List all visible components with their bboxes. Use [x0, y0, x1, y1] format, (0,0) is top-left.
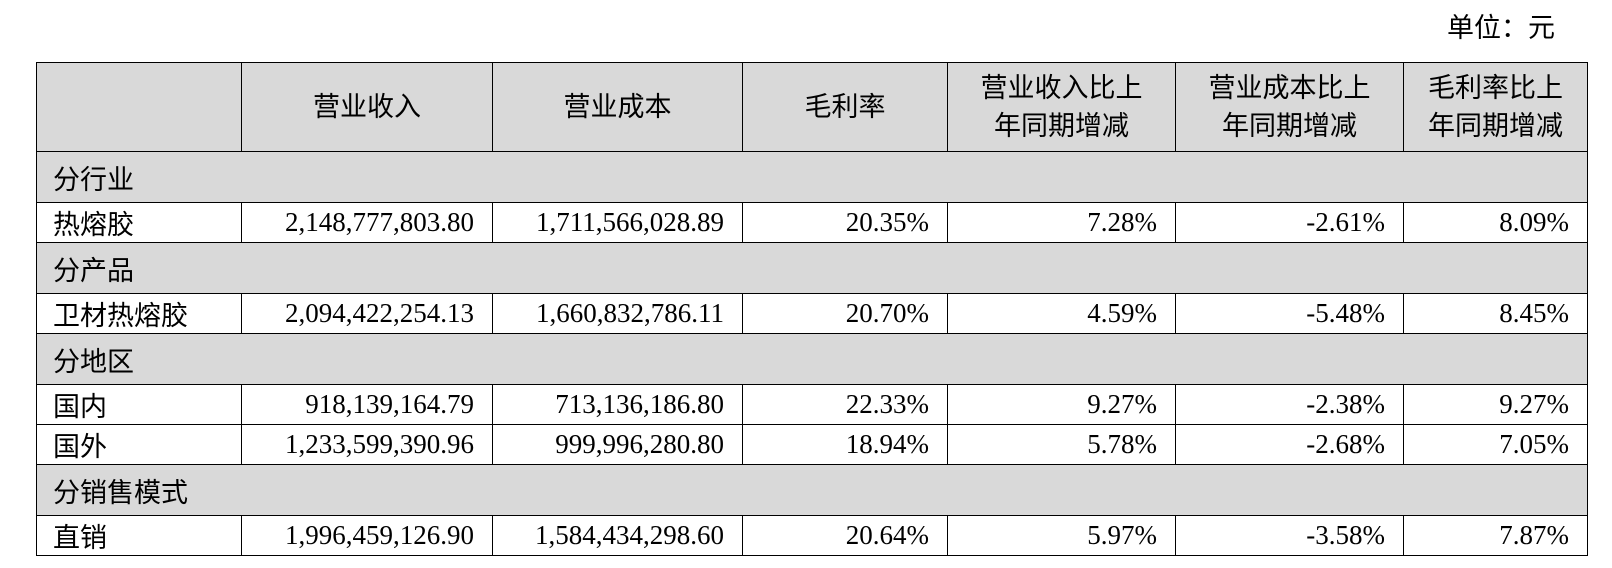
- unit-label: 单位：元: [1447, 13, 1555, 43]
- section-fill: [492, 242, 743, 294]
- value-cell: 918,139,164.79: [241, 384, 493, 425]
- value-cell: 713,136,186.80: [492, 384, 743, 425]
- row-label: 国内: [36, 384, 242, 425]
- value-cell: -2.61%: [1175, 202, 1404, 243]
- section-fill: [1175, 333, 1404, 385]
- section-fill: [1175, 242, 1404, 294]
- header-text: 营业收入: [313, 92, 421, 122]
- data-row: 卫材热熔胶 2,094,422,254.13 1,660,832,786.11 20.…: [36, 293, 1588, 334]
- value-cell: 7.87%: [1403, 515, 1588, 556]
- value-cell: 5.78%: [947, 424, 1176, 465]
- header-text: 毛利率比上: [1428, 73, 1563, 103]
- header-text: 营业成本比上: [1208, 73, 1371, 103]
- value-cell: 20.35%: [742, 202, 948, 243]
- table-body: 分行业 热熔胶 2,148,777,803.80 1,711,566,028.89 20…: [36, 151, 1588, 556]
- section-fill: [742, 242, 948, 294]
- header-text: 年同期增减: [1428, 111, 1563, 141]
- data-row: 国内 918,139,164.79 713,136,186.80 22.33% 9.27…: [36, 384, 1588, 425]
- section-fill: [492, 151, 743, 203]
- section-title: 分销售模式: [36, 464, 242, 516]
- data-row: 热熔胶 2,148,777,803.80 1,711,566,028.89 20.35…: [36, 202, 1588, 243]
- data-row: 国外 1,233,599,390.96 999,996,280.80 18.94% 5.…: [36, 424, 1588, 465]
- header-cell: 毛利率: [742, 62, 948, 152]
- value-cell: 1,996,459,126.90: [241, 515, 493, 556]
- section-fill: [1175, 151, 1404, 203]
- value-cell: 999,996,280.80: [492, 424, 743, 465]
- section-title: 分产品: [36, 242, 242, 294]
- section-fill: [241, 464, 493, 516]
- value-cell: 9.27%: [947, 384, 1176, 425]
- value-cell: 20.70%: [742, 293, 948, 334]
- value-cell: 2,148,777,803.80: [241, 202, 493, 243]
- section-row: 分产品: [36, 242, 1588, 294]
- row-label: 直销: [36, 515, 242, 556]
- section-fill: [742, 333, 948, 385]
- header-text: 年同期增减: [994, 111, 1129, 141]
- section-fill: [947, 151, 1176, 203]
- header-cell: 营业成本比上 年同期增减: [1175, 62, 1404, 152]
- section-fill: [1403, 333, 1588, 385]
- section-fill: [492, 464, 743, 516]
- value-cell: 9.27%: [1403, 384, 1588, 425]
- section-fill: [1403, 151, 1588, 203]
- value-cell: 18.94%: [742, 424, 948, 465]
- section-fill: [241, 151, 493, 203]
- section-row: 分销售模式: [36, 464, 1588, 516]
- value-cell: 1,660,832,786.11: [492, 293, 743, 334]
- section-fill: [241, 242, 493, 294]
- value-cell: 7.28%: [947, 202, 1176, 243]
- header-row: 营业收入 营业成本 毛利率 营业收入比上 年同期增减 营业成本比上 年同期增减 毛利率比上 年同…: [36, 62, 1588, 152]
- row-label: 卫材热熔胶: [36, 293, 242, 334]
- section-fill: [1403, 464, 1588, 516]
- section-fill: [947, 242, 1176, 294]
- row-label: 热熔胶: [36, 202, 242, 243]
- value-cell: 8.45%: [1403, 293, 1588, 334]
- section-fill: [492, 333, 743, 385]
- value-cell: 1,711,566,028.89: [492, 202, 743, 243]
- section-fill: [947, 464, 1176, 516]
- value-cell: 4.59%: [947, 293, 1176, 334]
- financial-table: 营业收入 营业成本 毛利率 营业收入比上 年同期增减 营业成本比上 年同期增减 毛利率比上 年同…: [36, 62, 1588, 556]
- header-cell: 营业成本: [492, 62, 743, 152]
- section-fill: [742, 464, 948, 516]
- value-cell: 5.97%: [947, 515, 1176, 556]
- header-text: 年同期增减: [1222, 111, 1357, 141]
- header-text: 营业成本: [563, 92, 672, 122]
- value-cell: -5.48%: [1175, 293, 1404, 334]
- section-fill: [1403, 242, 1588, 294]
- value-cell: -2.38%: [1175, 384, 1404, 425]
- section-title: 分地区: [36, 333, 242, 385]
- value-cell: -3.58%: [1175, 515, 1404, 556]
- section-fill: [742, 151, 948, 203]
- header-cell: 营业收入比上 年同期增减: [947, 62, 1176, 152]
- header-cell: [36, 62, 242, 152]
- row-label: 国外: [36, 424, 242, 465]
- value-cell: 2,094,422,254.13: [241, 293, 493, 334]
- value-cell: 22.33%: [742, 384, 948, 425]
- data-row: 直销 1,996,459,126.90 1,584,434,298.60 20.64%…: [36, 515, 1588, 556]
- header-cell: 营业收入: [241, 62, 493, 152]
- value-cell: 8.09%: [1403, 202, 1588, 243]
- value-cell: 1,233,599,390.96: [241, 424, 493, 465]
- value-cell: 1,584,434,298.60: [492, 515, 743, 556]
- section-row: 分行业: [36, 151, 1588, 203]
- value-cell: -2.68%: [1175, 424, 1404, 465]
- section-fill: [241, 333, 493, 385]
- value-cell: 20.64%: [742, 515, 948, 556]
- header-text: 毛利率: [804, 92, 886, 122]
- section-title: 分行业: [36, 151, 242, 203]
- section-fill: [947, 333, 1176, 385]
- header-cell: 毛利率比上年同期增减: [1403, 62, 1588, 152]
- value-cell: 7.05%: [1403, 424, 1588, 465]
- header-text: 营业收入比上: [980, 73, 1143, 103]
- section-fill: [1175, 464, 1404, 516]
- section-row: 分地区: [36, 333, 1588, 385]
